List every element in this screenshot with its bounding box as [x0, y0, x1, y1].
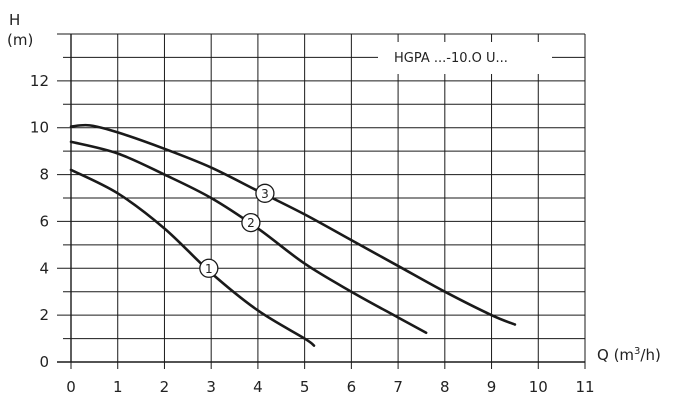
- curve-3: [69, 123, 517, 326]
- model-label: HGPA ...-10.O U...: [394, 51, 508, 66]
- x-tick-label-9: 9: [487, 378, 497, 396]
- x-tick-label-4: 4: [253, 378, 263, 396]
- y-tick-label-0: 0: [39, 353, 49, 371]
- curve-marker-circle-1: [199, 258, 219, 278]
- x-tick-label-11: 11: [575, 378, 594, 396]
- x-tick-label-7: 7: [393, 378, 403, 396]
- x-tick-label-8: 8: [440, 378, 450, 396]
- y-axis-symbol: H: [9, 11, 20, 29]
- y-tick-label-10: 10: [30, 119, 49, 137]
- y-tick-label-8: 8: [39, 166, 49, 184]
- curve-marker-label-1: 1: [205, 262, 213, 276]
- y-tick-label-4: 4: [39, 259, 49, 277]
- grid-layer: [57, 33, 586, 363]
- curve-marker-label-3: 3: [261, 187, 269, 201]
- x-tick-label-2: 2: [160, 378, 170, 396]
- x-tick-label-6: 6: [347, 378, 357, 396]
- x-axis-label: Q (m3/h): [597, 346, 661, 364]
- y-axis-unit: (m): [7, 31, 33, 49]
- marker-layer: 1 2 3: [199, 183, 275, 278]
- curve-marker-circle-2: [241, 212, 261, 233]
- x-axis-label-suffix: /h): [640, 346, 660, 364]
- model-label-box: [378, 42, 552, 74]
- x-axis-label-sup: 3: [634, 346, 640, 357]
- curve-marker-circle-3: [255, 183, 275, 203]
- y-tick-label-12: 12: [30, 72, 49, 90]
- curve-layer: [69, 123, 517, 347]
- curve-marker-label-2: 2: [247, 216, 255, 230]
- y-tick-label-2: 2: [39, 306, 49, 324]
- curve-1: [69, 168, 316, 347]
- x-tick-label-10: 10: [529, 378, 548, 396]
- x-tick-label-0: 0: [66, 378, 76, 396]
- x-axis-label-prefix: Q (m: [597, 346, 634, 364]
- y-tick-label-6: 6: [39, 212, 49, 230]
- x-tick-label-1: 1: [113, 378, 123, 396]
- x-tick-label-3: 3: [206, 378, 216, 396]
- x-tick-label-5: 5: [300, 378, 310, 396]
